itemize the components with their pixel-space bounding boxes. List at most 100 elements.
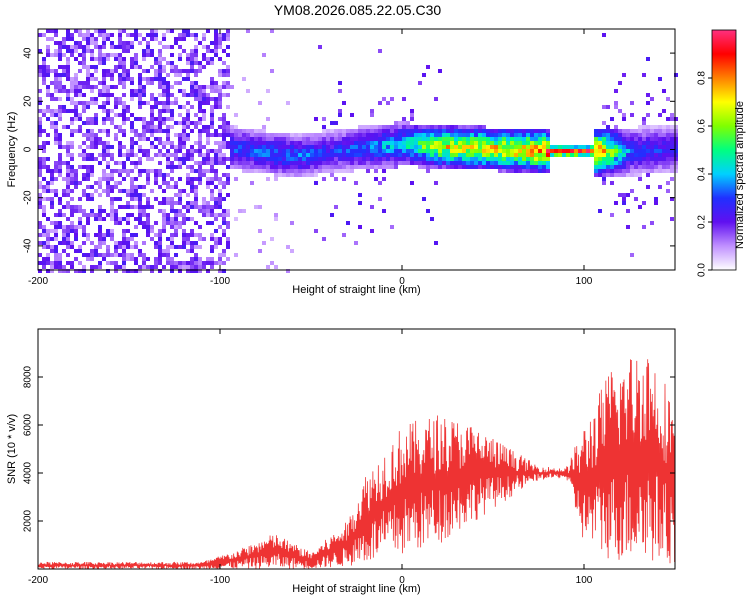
heatmap-cell (650, 129, 654, 133)
heatmap-cell (414, 133, 418, 137)
heatmap-cell (166, 157, 170, 161)
heatmap-cell (82, 49, 86, 53)
heatmap-cell (638, 165, 642, 169)
heatmap-cell (318, 137, 322, 141)
heatmap-cell (634, 173, 638, 177)
heatmap-cell (138, 117, 142, 121)
heatmap-cell (214, 169, 218, 173)
heatmap-cell (174, 81, 178, 85)
heatmap-cell (118, 113, 122, 117)
heatmap-cell (518, 157, 522, 161)
heatmap-cell (218, 153, 222, 157)
heatmap-cell (226, 165, 230, 169)
heatmap-cell (270, 237, 274, 241)
heatmap-cell (94, 85, 98, 89)
heatmap-cell (82, 253, 86, 257)
heatmap-cell (446, 149, 450, 153)
heatmap-cell (622, 157, 626, 161)
heatmap-cell (142, 49, 146, 53)
heatmap-cell (434, 141, 438, 145)
heatmap-cell (250, 181, 254, 185)
heatmap-cell (182, 49, 186, 53)
heatmap-cell (142, 121, 146, 125)
heatmap-cell (102, 141, 106, 145)
heatmap-cell (94, 41, 98, 45)
heatmap-cell (90, 73, 94, 77)
heatmap-cell (570, 145, 574, 149)
heatmap-cell (330, 137, 334, 141)
heatmap-cell (570, 153, 574, 157)
heatmap-cell (546, 141, 550, 145)
heatmap-cell (86, 169, 90, 173)
heatmap-cell (166, 197, 170, 201)
heatmap-cell (646, 149, 650, 153)
heatmap-cell (206, 161, 210, 165)
heatmap-cell (142, 133, 146, 137)
heatmap-cell (42, 157, 46, 161)
heatmap-cell (158, 153, 162, 157)
heatmap-cell (146, 41, 150, 45)
heatmap-cell (386, 129, 390, 133)
heatmap-cell (286, 169, 290, 173)
heatmap-cell (86, 117, 90, 121)
heatmap-cell (418, 157, 422, 161)
heatmap-cell (390, 125, 394, 129)
heatmap-cell (346, 145, 350, 149)
heatmap-cell (154, 221, 158, 225)
heatmap-cell (146, 125, 150, 129)
heatmap-cell (610, 161, 614, 165)
heatmap-cell (314, 133, 318, 137)
heatmap-cell (358, 149, 362, 153)
heatmap-cell (138, 161, 142, 165)
heatmap-cell (626, 169, 630, 173)
heatmap-cell (86, 133, 90, 137)
heatmap-cell (202, 37, 206, 41)
heatmap-cell (146, 121, 150, 125)
heatmap-cell (278, 169, 282, 173)
heatmap-cell (266, 133, 270, 137)
heatmap-cell (42, 161, 46, 165)
heatmap-cell (370, 125, 374, 129)
heatmap-cell (346, 129, 350, 133)
heatmap-cell (218, 193, 222, 197)
heatmap-cell (46, 257, 50, 261)
heatmap-cell (122, 249, 126, 253)
heatmap-cell (610, 117, 614, 121)
heatmap-cell (82, 213, 86, 217)
heatmap-cell (186, 53, 190, 57)
heatmap-cell (230, 157, 234, 161)
heatmap-cell (538, 161, 542, 165)
heatmap-cell (318, 45, 322, 49)
heatmap-cell (646, 93, 650, 97)
heatmap-cell (258, 137, 262, 141)
heatmap-cell (214, 101, 218, 105)
heatmap-cell (438, 145, 442, 149)
heatmap-cell (78, 41, 82, 45)
heatmap-cell (62, 177, 66, 181)
heatmap-cell (206, 97, 210, 101)
heatmap-cell (182, 237, 186, 241)
heatmap-cell (110, 33, 114, 37)
heatmap-cell (618, 161, 622, 165)
heatmap-cell (110, 237, 114, 241)
heatmap-cell (118, 125, 122, 129)
heatmap-cell (94, 189, 98, 193)
heatmap-cell (198, 245, 202, 249)
heatmap-cell (182, 125, 186, 129)
heatmap-cell (410, 117, 414, 121)
heatmap-cell (506, 149, 510, 153)
heatmap-cell (122, 217, 126, 221)
heatmap-cell (118, 169, 122, 173)
heatmap-cell (86, 29, 90, 33)
heatmap-cell (370, 161, 374, 165)
heatmap-cell (350, 149, 354, 153)
heatmap-cell (614, 125, 618, 129)
heatmap-cell (94, 37, 98, 41)
heatmap-cell (482, 161, 486, 165)
heatmap-cell (118, 245, 122, 249)
heatmap-cell (130, 45, 134, 49)
heatmap-cell (470, 157, 474, 161)
heatmap-cell (554, 153, 558, 157)
heatmap-cell (122, 117, 126, 121)
heatmap-cell (366, 161, 370, 165)
